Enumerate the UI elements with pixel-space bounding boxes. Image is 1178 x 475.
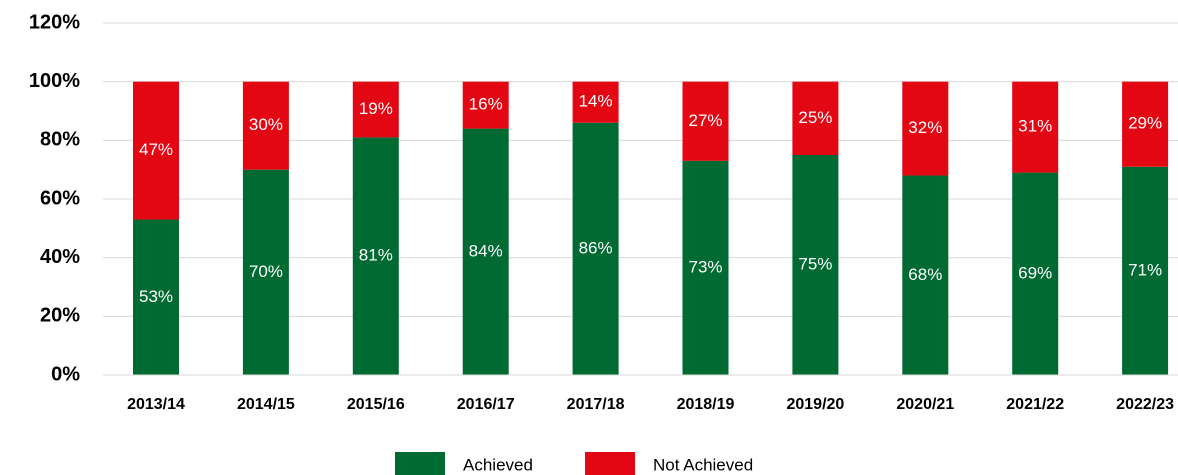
- bar-segment: [1012, 81, 1059, 173]
- bar-segment: [242, 81, 289, 170]
- y-tick-label: 100%: [29, 70, 80, 92]
- data-label: 73%: [688, 257, 722, 276]
- x-tick-label: 2022/23: [1116, 396, 1174, 413]
- bar-segment: [242, 169, 289, 375]
- data-label: 31%: [1018, 117, 1052, 136]
- legend-swatch: [395, 452, 445, 475]
- x-tick-label: 2014/15: [237, 396, 295, 413]
- x-tick-label: 2019/20: [786, 396, 844, 413]
- bar-segment: [352, 81, 399, 138]
- data-label: 70%: [249, 262, 283, 281]
- bar-segment: [133, 81, 179, 220]
- bar-segment: [1122, 166, 1169, 375]
- data-label: 27%: [688, 111, 722, 130]
- data-label: 75%: [798, 254, 832, 273]
- bar-segment: [572, 122, 619, 375]
- bar-segment: [682, 81, 729, 161]
- data-label: 30%: [249, 115, 283, 134]
- x-tick-label: 2017/18: [567, 396, 625, 413]
- data-label: 32%: [908, 118, 942, 137]
- legend-label: Not Achieved: [653, 455, 753, 474]
- x-tick-label: 2013/14: [127, 396, 185, 413]
- data-label: 84%: [469, 241, 503, 260]
- y-tick-label: 80%: [40, 129, 80, 151]
- data-label: 25%: [798, 108, 832, 127]
- bar-segment: [462, 128, 509, 375]
- legend-label: Achieved: [463, 455, 533, 474]
- x-tick-label: 2016/17: [457, 396, 515, 413]
- bar-segment: [462, 81, 509, 129]
- y-tick-label: 40%: [40, 246, 80, 268]
- data-label: 16%: [469, 95, 503, 114]
- data-label: 19%: [359, 99, 393, 118]
- data-label: 71%: [1128, 260, 1162, 279]
- y-tick-label: 60%: [40, 187, 80, 209]
- data-label: 68%: [908, 265, 942, 284]
- y-tick-label: 120%: [29, 11, 80, 33]
- bar-segment: [792, 155, 839, 375]
- x-tick-label: 2018/19: [677, 396, 735, 413]
- y-tick-label: 20%: [40, 305, 80, 327]
- bar-segment: [572, 81, 619, 123]
- bar-segment: [902, 81, 949, 176]
- data-label: 81%: [359, 246, 393, 265]
- bar-segment: [682, 160, 729, 375]
- legend-swatch: [585, 452, 635, 475]
- data-label: 47%: [139, 140, 173, 159]
- bar-segment: [902, 175, 949, 375]
- data-label: 29%: [1128, 114, 1162, 133]
- bar-segment: [133, 219, 179, 375]
- data-label: 69%: [1018, 263, 1052, 282]
- bar-segment: [1012, 172, 1059, 375]
- x-tick-label: 2021/22: [1006, 396, 1064, 413]
- data-label: 14%: [579, 92, 613, 111]
- data-label: 53%: [139, 287, 173, 306]
- bar-segment: [1122, 81, 1169, 167]
- x-tick-label: 2015/16: [347, 396, 405, 413]
- bar-segment: [792, 81, 839, 155]
- y-tick-label: 0%: [51, 363, 80, 385]
- x-tick-label: 2020/21: [896, 396, 954, 413]
- bar-segment: [352, 137, 399, 375]
- data-label: 86%: [579, 238, 613, 257]
